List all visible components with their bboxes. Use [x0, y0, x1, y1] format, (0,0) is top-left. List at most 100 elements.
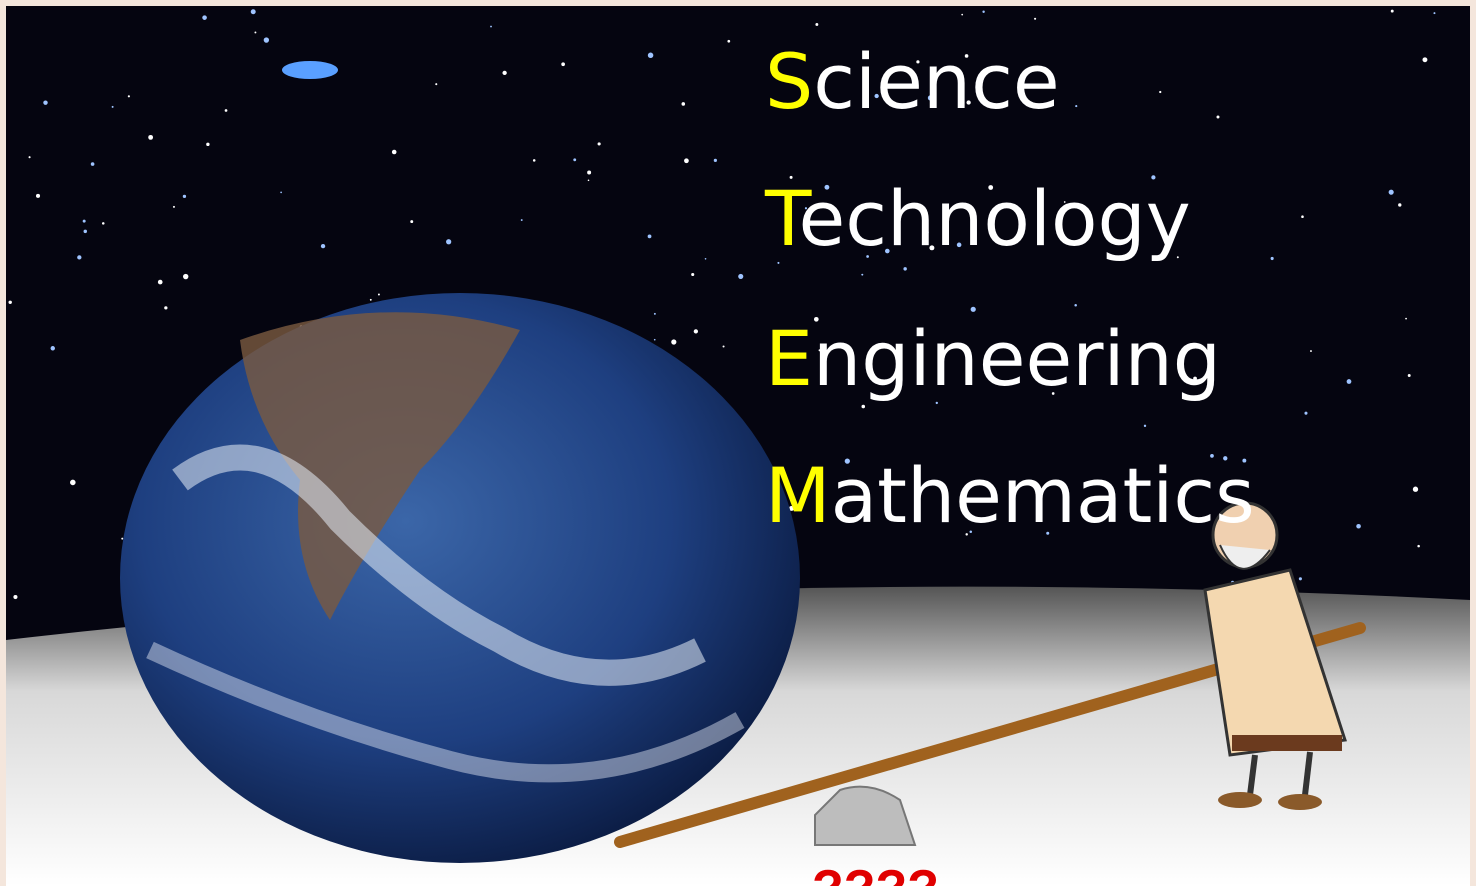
stem-word: Technology — [764, 174, 1191, 263]
star — [410, 220, 414, 224]
star — [681, 102, 686, 106]
star — [1223, 456, 1228, 461]
star — [874, 93, 879, 99]
star — [884, 248, 890, 254]
star — [224, 109, 228, 112]
initial-letter: S — [765, 37, 813, 126]
star — [148, 134, 154, 140]
star — [172, 205, 175, 208]
star — [1388, 189, 1394, 195]
star — [28, 156, 31, 159]
stem-word: Engineering — [765, 314, 1221, 403]
comet — [282, 61, 338, 79]
star — [1407, 374, 1411, 377]
star — [1301, 215, 1304, 218]
star — [910, 68, 913, 71]
star — [1298, 577, 1302, 581]
star — [704, 257, 707, 260]
star — [777, 261, 780, 264]
star — [1412, 486, 1419, 492]
star — [815, 23, 819, 26]
star — [532, 159, 536, 162]
star — [573, 158, 577, 162]
star — [1216, 115, 1220, 119]
clouds — [146, 641, 745, 783]
star — [713, 158, 717, 162]
star — [985, 102, 990, 107]
clouds — [172, 444, 706, 686]
star — [813, 316, 819, 322]
star — [1309, 350, 1312, 353]
star — [964, 54, 969, 58]
star — [935, 401, 938, 405]
star — [320, 243, 326, 249]
stem-word: Science — [765, 37, 1060, 126]
star — [804, 207, 808, 210]
rock — [814, 785, 917, 846]
star — [966, 100, 971, 105]
word-rest: echnology — [799, 174, 1191, 263]
star — [206, 142, 210, 147]
star — [970, 306, 976, 312]
star — [1346, 379, 1352, 384]
star — [377, 293, 380, 296]
star — [90, 162, 95, 166]
star — [83, 229, 88, 234]
star — [818, 349, 821, 352]
star — [182, 194, 187, 199]
word-rest: ngineering — [813, 314, 1221, 403]
star — [693, 329, 699, 334]
star — [896, 239, 899, 242]
star — [653, 338, 656, 341]
star — [969, 530, 973, 534]
star — [101, 222, 105, 225]
star — [844, 458, 850, 464]
star — [561, 62, 565, 67]
star — [77, 255, 82, 260]
star — [111, 105, 114, 108]
initial-letter: E — [765, 314, 813, 403]
star — [1074, 303, 1077, 307]
archimedes — [1203, 501, 1347, 810]
star — [1159, 90, 1162, 94]
word-rest: athematics — [831, 451, 1255, 540]
continent — [240, 312, 520, 620]
star — [43, 100, 48, 105]
star — [82, 219, 86, 223]
star — [653, 312, 656, 315]
star — [1390, 9, 1394, 13]
star — [127, 95, 130, 98]
caption: ???? — [812, 860, 939, 886]
star — [866, 255, 869, 258]
star — [738, 273, 744, 279]
star — [183, 273, 189, 280]
star — [446, 239, 452, 245]
star — [1304, 411, 1308, 415]
star — [727, 39, 731, 43]
star — [391, 149, 397, 155]
star — [250, 9, 256, 15]
star — [1270, 256, 1274, 261]
star — [1151, 175, 1156, 180]
star — [1176, 256, 1179, 259]
star — [70, 479, 76, 486]
star — [1210, 454, 1214, 458]
star — [961, 13, 964, 16]
star — [1034, 17, 1037, 20]
star — [50, 346, 55, 351]
star — [35, 193, 41, 198]
star — [1356, 523, 1361, 529]
star — [1193, 376, 1197, 381]
star — [965, 533, 968, 536]
star — [861, 273, 864, 276]
star — [8, 300, 12, 305]
star — [1143, 424, 1147, 428]
star — [1422, 57, 1428, 63]
star — [254, 31, 257, 34]
star — [1433, 12, 1436, 15]
star — [925, 230, 929, 234]
star — [789, 505, 794, 511]
star — [824, 184, 830, 190]
star — [520, 219, 523, 221]
